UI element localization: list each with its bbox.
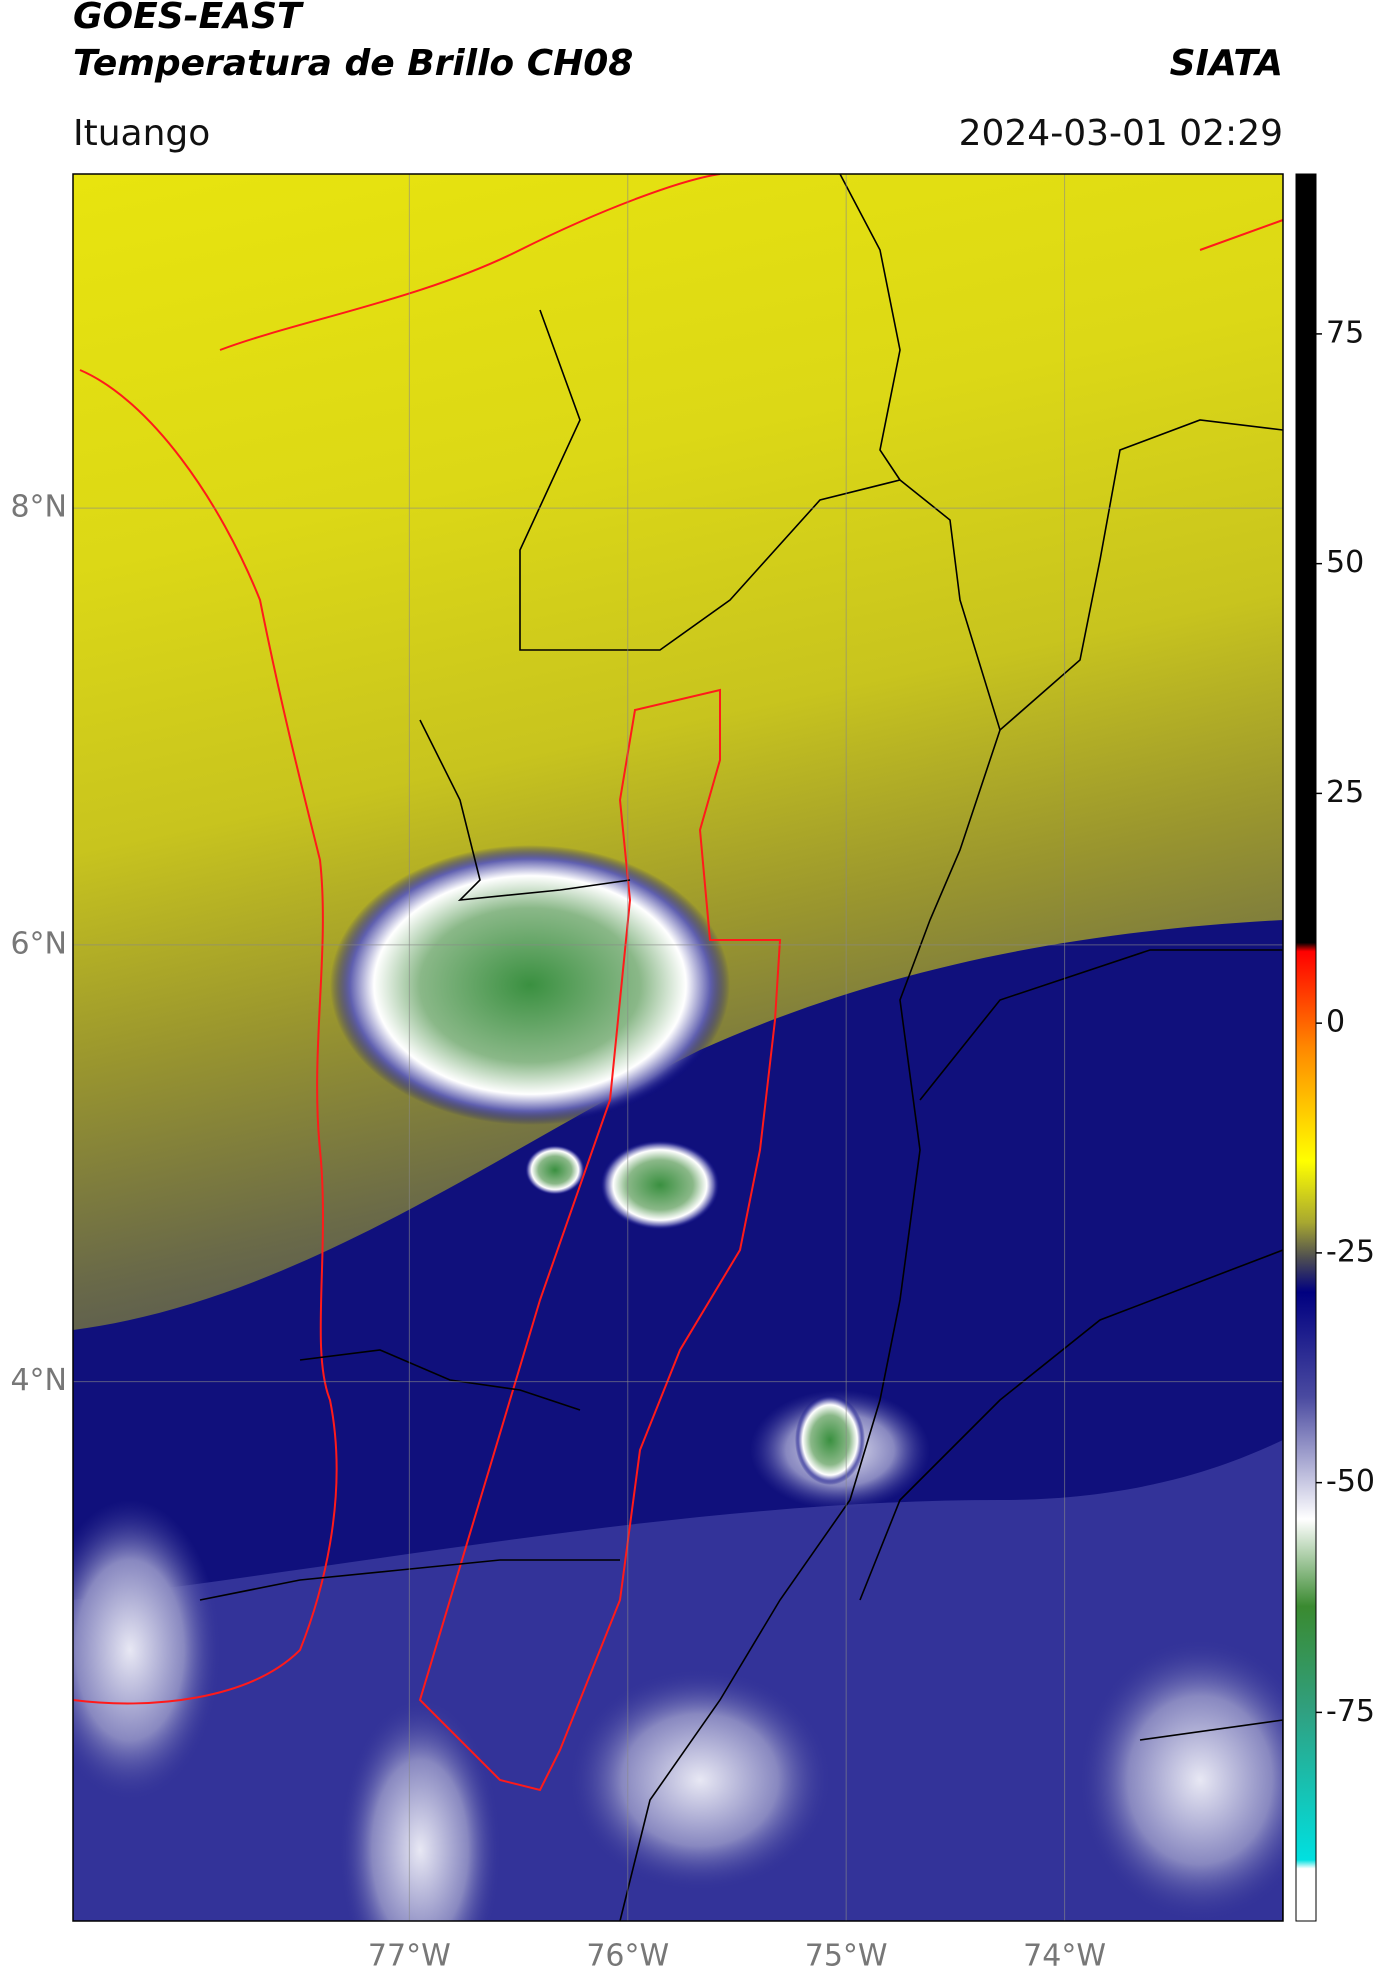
map-frame	[72, 173, 1284, 1922]
grid	[73, 174, 1283, 1921]
colorbar-tick-label: 25	[1326, 775, 1364, 810]
lat-tick-label: 4°N	[10, 1363, 67, 1398]
lat-tick-label: 8°N	[10, 490, 67, 525]
colorbar	[1295, 173, 1317, 1922]
title-line1: GOES-EAST	[73, 0, 304, 37]
colorbar-tick-label: 0	[1326, 1005, 1345, 1040]
lon-tick-label: 77°W	[368, 1939, 451, 1974]
colorbar-tick-label: 50	[1326, 545, 1364, 580]
location: Ituango	[73, 113, 210, 154]
colorbar-tick-label: -75	[1326, 1694, 1375, 1729]
datetime: 2024-03-01 02:29	[959, 113, 1283, 154]
lon-tick-label: 74°W	[1023, 1939, 1106, 1974]
lat-tick-label: 6°N	[10, 926, 67, 961]
colorbar-tick-label: 75	[1326, 315, 1364, 350]
lon-tick-label: 75°W	[805, 1939, 888, 1974]
title-line2: Temperatura de Brillo CH08	[73, 43, 633, 84]
map-image	[73, 174, 1283, 1921]
lon-tick-label: 76°W	[586, 1939, 669, 1974]
colorbar-tick-label: -25	[1326, 1234, 1375, 1269]
source: SIATA	[1170, 43, 1283, 84]
colorbar-tick-label: -50	[1326, 1464, 1375, 1499]
